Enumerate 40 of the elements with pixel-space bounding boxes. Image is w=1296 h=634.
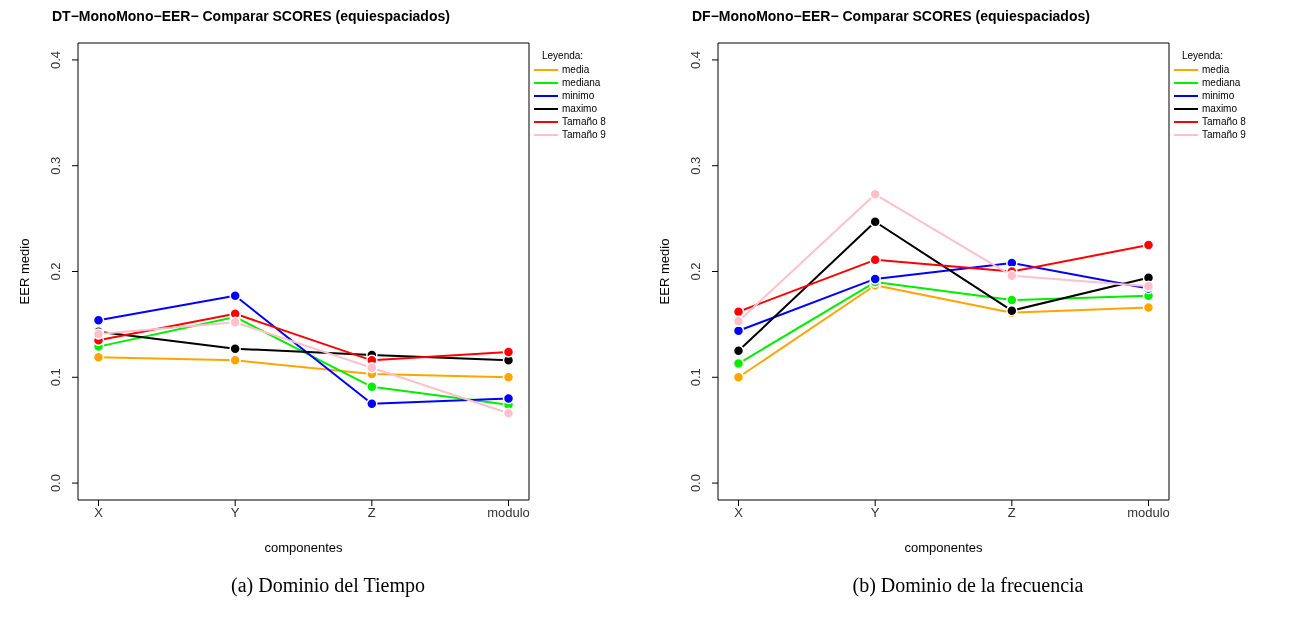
legend-label: Tamaño 8	[562, 116, 606, 127]
legend-label: Tamaño 9	[562, 129, 606, 140]
legend-label: media	[562, 64, 590, 75]
legend-title: Leyenda:	[542, 50, 585, 61]
x-tick-label: Z	[1007, 505, 1016, 521]
y-tick-label: 0.4	[688, 50, 703, 69]
text: (b) Dominio de la frecuencia	[851, 574, 1085, 597]
legend-label: Tamaño 9	[1202, 129, 1246, 140]
x-tick-label: Z	[367, 505, 376, 521]
legend-label: mediana	[1202, 77, 1241, 88]
y-tick-label: 0.1	[688, 368, 703, 387]
y-axis-title: EER medio	[16, 238, 32, 305]
y-tick-label: 0.0	[688, 474, 703, 493]
x-tick-label: X	[94, 505, 104, 521]
legend-label: minimo	[1202, 90, 1235, 101]
legend-title: Leyenda:	[1182, 50, 1225, 61]
y-tick-label: 0.2	[48, 262, 63, 281]
legend-label: maximo	[1202, 103, 1238, 114]
legend-label: mediana	[562, 77, 601, 88]
x-tick-label: Y	[230, 505, 240, 521]
y-tick-label: 0.4	[48, 50, 63, 69]
x-tick-label: X	[734, 505, 744, 521]
x-axis-title: componentes	[264, 540, 344, 555]
x-tick-label: modulo	[1127, 505, 1170, 521]
y-tick-label: 0.0	[48, 474, 63, 493]
y-tick-label: 0.1	[48, 368, 63, 387]
text: (a) Dominio del Tiempo	[230, 574, 426, 597]
y-tick-label: 0.3	[48, 156, 63, 175]
y-axis-title: EER medio	[656, 238, 672, 305]
chart-title: DT−MonoMono−EER− Comparar SCORES (equiespaciados)	[52, 8, 451, 26]
legend-label: Tamaño 8	[1202, 116, 1246, 127]
x-axis-title: componentes	[904, 540, 984, 555]
legend-label: minimo	[562, 90, 595, 101]
y-tick-label: 0.3	[688, 156, 703, 175]
legend-label: media	[1202, 64, 1230, 75]
legend-label: maximo	[562, 103, 598, 114]
x-tick-label: Y	[870, 505, 880, 521]
x-tick-label: modulo	[487, 505, 530, 521]
y-tick-label: 0.2	[688, 262, 703, 281]
chart-title: DF−MonoMono−EER− Comparar SCORES (equiespaciados)	[692, 8, 1091, 26]
